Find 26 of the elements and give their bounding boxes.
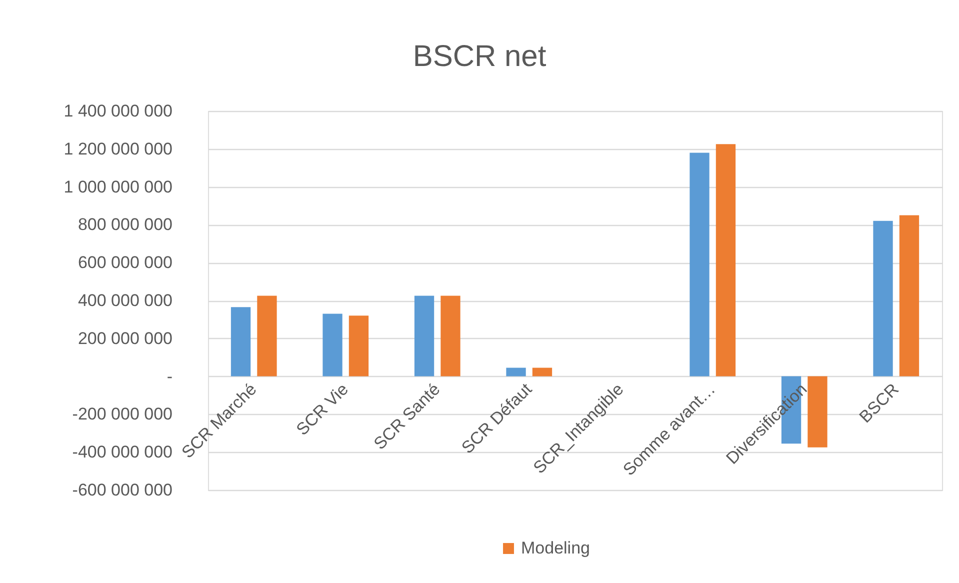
bar <box>440 296 460 376</box>
bar <box>257 296 277 376</box>
bar <box>690 152 710 376</box>
bar <box>808 376 828 448</box>
bar <box>414 296 434 376</box>
bar <box>322 314 342 376</box>
bar <box>230 307 251 376</box>
y-tick-label: - <box>166 366 172 386</box>
bar <box>532 368 552 376</box>
bar <box>716 144 736 376</box>
y-tick-label: 1 000 000 000 <box>64 177 172 196</box>
y-tick-label: 1 200 000 000 <box>64 139 172 158</box>
y-tick-label: -600 000 000 <box>72 480 172 500</box>
y-tick-label: 800 000 000 <box>78 215 172 234</box>
y-tick-label: 200 000 000 <box>78 328 172 348</box>
y-tick-label: 600 000 000 <box>78 253 172 272</box>
bar <box>899 215 920 376</box>
y-tick-label: 1 400 000 000 <box>64 102 172 120</box>
y-tick-label: -200 000 000 <box>72 404 172 424</box>
y-tick-label: -400 000 000 <box>72 442 172 462</box>
bar <box>506 368 526 376</box>
bar <box>348 316 369 376</box>
y-tick-label: 400 000 000 <box>78 291 172 310</box>
bar <box>873 220 893 376</box>
legend-label: Modeling <box>521 538 590 558</box>
chart-title: BSCR net <box>412 40 547 73</box>
